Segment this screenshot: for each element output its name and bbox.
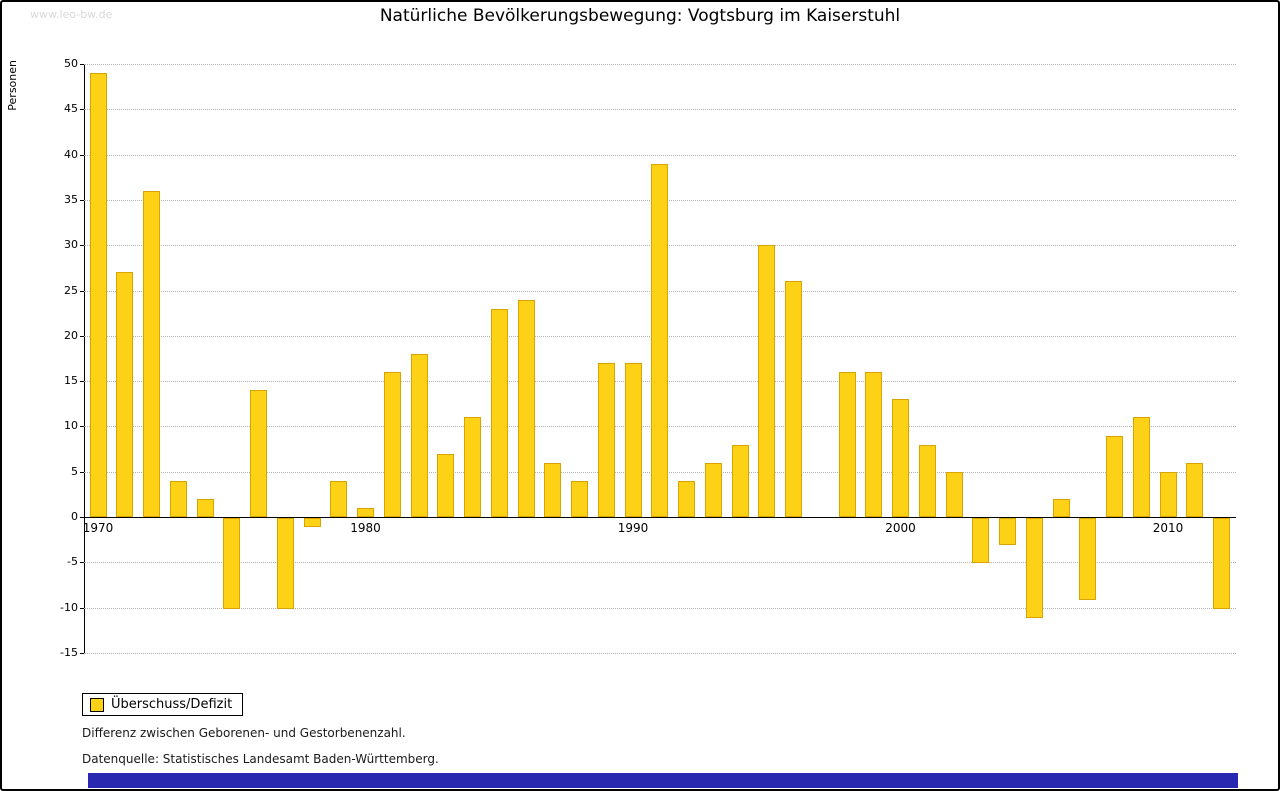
y-tick-label: 0 xyxy=(71,510,78,524)
bar-1972 xyxy=(143,190,160,518)
legend: Überschuss/Defizit xyxy=(82,693,244,716)
bar-2009 xyxy=(1132,417,1150,518)
bar-1980 xyxy=(357,508,374,518)
bar-2008 xyxy=(1106,435,1123,518)
legend-swatch xyxy=(90,697,104,712)
y-tick-label: 25 xyxy=(64,283,78,297)
y-tick-label: 35 xyxy=(64,192,78,206)
bar-1982 xyxy=(410,353,428,518)
bar-2005 xyxy=(1025,518,1043,618)
y-axis-line xyxy=(84,64,85,653)
bar-1993 xyxy=(704,462,722,518)
x-tick-label: 1990 xyxy=(617,521,649,536)
gridline xyxy=(84,653,1236,654)
footnote-source: Datenquelle: Statistisches Landesamt Bad… xyxy=(82,752,439,766)
x-tick-label: 2010 xyxy=(1152,521,1184,536)
gridline xyxy=(84,562,1236,564)
bar-1977 xyxy=(276,518,294,609)
bar-1970 xyxy=(89,73,107,518)
bar-2001 xyxy=(918,444,936,518)
bar-1974 xyxy=(196,498,214,518)
bar-1994 xyxy=(731,444,749,518)
y-axis-tick xyxy=(80,426,84,428)
y-axis-tick xyxy=(80,607,84,609)
bar-1991 xyxy=(651,163,669,518)
bar-1976 xyxy=(250,390,267,518)
y-axis-tick xyxy=(80,517,84,519)
y-axis-tick xyxy=(80,154,84,156)
bar-2007 xyxy=(1079,518,1097,600)
y-axis-tick xyxy=(80,290,84,292)
gridline xyxy=(84,64,1236,65)
y-axis-tick xyxy=(80,109,84,111)
bar-1986 xyxy=(517,299,535,518)
plot-area: 50 45 40 35 30 25 20 15 10 5 0 -5 -10 -15 1970 1980 1990… xyxy=(60,57,1236,659)
bar-1988 xyxy=(571,480,588,518)
y-tick-label: 40 xyxy=(64,147,78,161)
footer-bar xyxy=(88,773,1238,788)
y-axis-tick xyxy=(80,199,84,201)
bar-1971 xyxy=(116,272,134,518)
bar-2011 xyxy=(1186,462,1204,518)
bar-2002 xyxy=(945,471,963,518)
bar-1979 xyxy=(330,480,348,518)
x-tick-label: 1980 xyxy=(350,521,381,536)
bar-2006 xyxy=(1052,498,1070,518)
y-tick-label: -15 xyxy=(60,646,78,659)
y-tick-label: -10 xyxy=(60,600,78,614)
y-axis-tick xyxy=(80,245,84,247)
page-title: Natürliche Bevölkerungsbewegung: Vogtsbu… xyxy=(379,6,901,26)
bar-1992 xyxy=(678,480,695,518)
y-tick-label: 30 xyxy=(64,238,78,252)
watermark: www.leo-bw.de xyxy=(30,8,113,21)
gridline xyxy=(84,607,1236,609)
gridline xyxy=(84,109,1236,111)
y-tick-label: 15 xyxy=(64,374,78,388)
bar-1998 xyxy=(838,372,856,518)
bar-2012 xyxy=(1213,518,1230,609)
y-axis-tick xyxy=(80,653,84,654)
bar-1990 xyxy=(624,363,642,518)
y-axis-tick xyxy=(80,335,84,337)
y-axis-tick xyxy=(80,381,84,383)
bar-1984 xyxy=(464,417,481,518)
x-axis-line xyxy=(84,517,1236,519)
bar-1981 xyxy=(383,372,401,518)
y-axis-tick xyxy=(80,471,84,473)
y-tick-label: 45 xyxy=(64,102,78,116)
y-tick-label: 20 xyxy=(64,328,78,342)
y-tick-label: -5 xyxy=(67,555,78,569)
bar-2004 xyxy=(999,518,1016,546)
bar-1995 xyxy=(758,245,776,518)
bar-1975 xyxy=(223,518,241,609)
bar-1978 xyxy=(303,518,321,528)
bar-2010 xyxy=(1159,471,1177,518)
bar-2003 xyxy=(972,518,990,564)
x-tick-label: 2000 xyxy=(885,521,916,536)
y-axis-tick xyxy=(80,562,84,564)
bar-1983 xyxy=(437,453,455,518)
y-axis-tick xyxy=(80,64,84,65)
gridline xyxy=(84,154,1236,156)
y-tick-label: 50 xyxy=(64,57,78,70)
bar-1987 xyxy=(544,462,562,518)
bar-1996 xyxy=(785,281,802,518)
bar-1989 xyxy=(597,363,615,518)
y-axis-title: Personen xyxy=(6,60,19,111)
legend-label: Überschuss/Defizit xyxy=(111,697,233,712)
bar-1985 xyxy=(490,308,508,518)
bar-2000 xyxy=(892,399,909,518)
y-tick-label: 5 xyxy=(71,464,78,478)
bar-1973 xyxy=(169,480,187,518)
y-tick-label: 10 xyxy=(64,419,78,433)
x-tick-label: 1970 xyxy=(82,521,114,536)
footnote-definition: Differenz zwischen Geborenen- und Gestor… xyxy=(82,726,406,740)
bar-1999 xyxy=(865,372,883,518)
